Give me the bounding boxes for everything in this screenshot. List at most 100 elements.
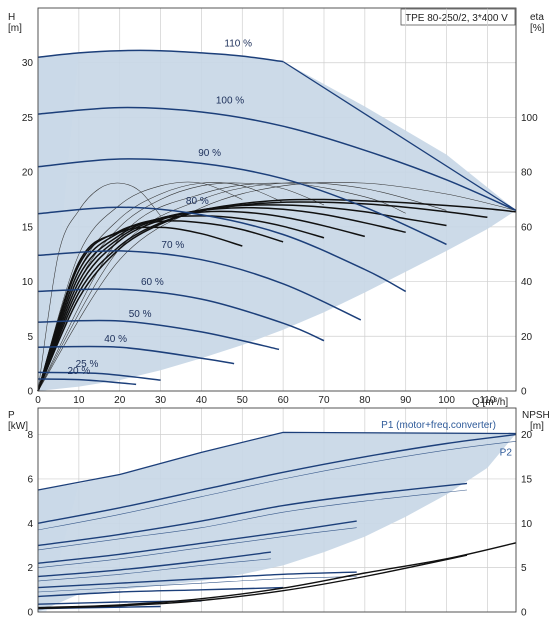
lower-ytick-0: 0 — [27, 608, 33, 619]
efficiency-curve-7 — [37, 198, 517, 392]
upper-y2tick-4: 80 — [521, 168, 533, 179]
upper-xtick-6: 60 — [278, 395, 290, 406]
chart-title-box — [400, 8, 516, 26]
upper-xtick-4: 40 — [196, 395, 208, 406]
lower-ytick-2: 4 — [27, 519, 33, 530]
lower-y2label-unit: [m] — [530, 421, 544, 432]
p1-series-label: P1 (motor+freq.converter) — [381, 420, 496, 431]
efficiency-curve-8 — [37, 201, 488, 392]
speed-curve-7 — [37, 345, 235, 365]
upper-ytick-3: 15 — [22, 222, 34, 233]
upper-y2tick-0: 0 — [521, 387, 527, 398]
upper-y2tick-3: 60 — [521, 222, 533, 233]
upper-ytick-0: 0 — [27, 387, 33, 398]
upper-xtick-2: 20 — [114, 395, 126, 406]
lower-envelope-max-line — [37, 431, 517, 491]
speed-curve-2 — [37, 158, 447, 246]
lower-ylabel-unit: [kW] — [8, 421, 28, 432]
speed-curve-label-2: 90 % — [198, 148, 221, 159]
lower-ylabel: P — [8, 410, 15, 421]
upper-ytick-6: 30 — [22, 58, 34, 69]
upper-y2tick-1: 20 — [521, 332, 533, 343]
speed-curve-5 — [37, 288, 325, 342]
speed-curve-label-9: 20 % — [67, 366, 90, 377]
speed-curve-3 — [37, 206, 407, 293]
lower-y2tick-3: 15 — [521, 474, 533, 485]
lower-ytick-3: 6 — [27, 474, 33, 485]
upper-ytick-2: 10 — [22, 277, 34, 288]
upper-xtick-0: 0 — [35, 395, 41, 406]
power-curve-10 — [37, 586, 284, 598]
upper-y2tick-5: 100 — [521, 113, 538, 124]
speed-curve-1 — [37, 106, 517, 212]
upper-xtick-7: 70 — [318, 395, 330, 406]
power-curve-6 — [37, 551, 271, 578]
speed-curve-label-6: 50 % — [129, 309, 152, 320]
upper-envelope — [38, 50, 516, 391]
power-curve-7 — [37, 558, 271, 582]
efficiency-curve-12 — [37, 215, 325, 392]
efficiency-curve-9 — [37, 204, 447, 392]
upper-head-plot: 110 %100 %90 %80 %70 %60 %50 %40 %25 %20… — [22, 7, 538, 406]
speed-curve-0 — [37, 49, 284, 63]
lower-ytick-4: 8 — [27, 430, 33, 441]
upper-xtick-8: 80 — [359, 395, 371, 406]
efficiency-curve-6 — [37, 181, 517, 392]
efficiency-curve-4 — [37, 182, 406, 392]
p2-series-label: P2 — [500, 448, 513, 459]
upper-envelope-max-line — [282, 61, 517, 211]
chart-title: TPE 80-250/2, 3*400 V — [405, 13, 508, 24]
power-curve-8 — [37, 571, 357, 589]
power-curve-0 — [37, 433, 517, 524]
speed-curve-label-0: 110 % — [224, 39, 252, 50]
speed-curve-label-5: 60 % — [141, 277, 164, 288]
upper-xtick-1: 10 — [73, 395, 85, 406]
upper-ylabel-unit: [m] — [8, 23, 22, 34]
efficiency-curve-11 — [37, 210, 365, 392]
power-curve-3 — [37, 489, 468, 551]
power-curve-2 — [37, 482, 468, 547]
speed-curve-8 — [37, 371, 161, 381]
upper-y2label: eta — [530, 12, 544, 23]
lower-y2tick-2: 10 — [521, 519, 533, 530]
upper-xtick-10: 100 — [438, 395, 455, 406]
lower-y2tick-0: 0 — [521, 608, 527, 619]
upper-xlabel: Q [m³/h] — [472, 397, 508, 408]
speed-curve-label-4: 70 % — [161, 240, 184, 251]
upper-ytick-4: 20 — [22, 168, 34, 179]
efficiency-curve-10 — [37, 206, 406, 392]
upper-xtick-3: 30 — [155, 395, 167, 406]
upper-ytick-5: 25 — [22, 113, 34, 124]
upper-frame — [37, 7, 517, 392]
upper-xtick-11: 110 — [479, 395, 495, 406]
upper-xtick-9: 90 — [400, 395, 412, 406]
power-curve-4 — [37, 520, 357, 564]
efficiency-curve-0 — [37, 182, 161, 392]
power-curve-9 — [37, 576, 357, 593]
speed-curve-label-7: 40 % — [104, 334, 127, 345]
lower-ytick-1: 2 — [27, 563, 33, 574]
speed-curve-label-1: 100 % — [216, 95, 244, 106]
lower-y2tick-4: 20 — [521, 430, 533, 441]
upper-xtick-5: 50 — [237, 395, 249, 406]
upper-y2label-unit: [%] — [530, 23, 545, 34]
speed-curve-label-8: 25 % — [76, 359, 99, 370]
lower-envelope — [38, 432, 516, 612]
power-curve-5 — [37, 527, 357, 568]
lower-frame — [37, 407, 517, 613]
speed-curve-label-3: 80 % — [186, 196, 209, 207]
npsh-curve-0 — [37, 542, 517, 609]
upper-ylabel: H — [8, 12, 15, 23]
speed-curve-9 — [37, 378, 137, 386]
power-curve-1 — [37, 441, 517, 531]
efficiency-curve-14 — [37, 226, 243, 392]
lower-power-plot: 0 2 4 6 8 0 5 10 15 20 — [27, 407, 533, 619]
efficiency-curve-5 — [37, 182, 447, 392]
upper-ytick-1: 5 — [27, 332, 33, 343]
lower-y2tick-1: 5 — [521, 563, 527, 574]
npsh-curve-1 — [37, 554, 468, 610]
speed-curve-4 — [37, 250, 362, 321]
speed-curve-6 — [37, 319, 280, 351]
upper-y2tick-2: 40 — [521, 277, 533, 288]
